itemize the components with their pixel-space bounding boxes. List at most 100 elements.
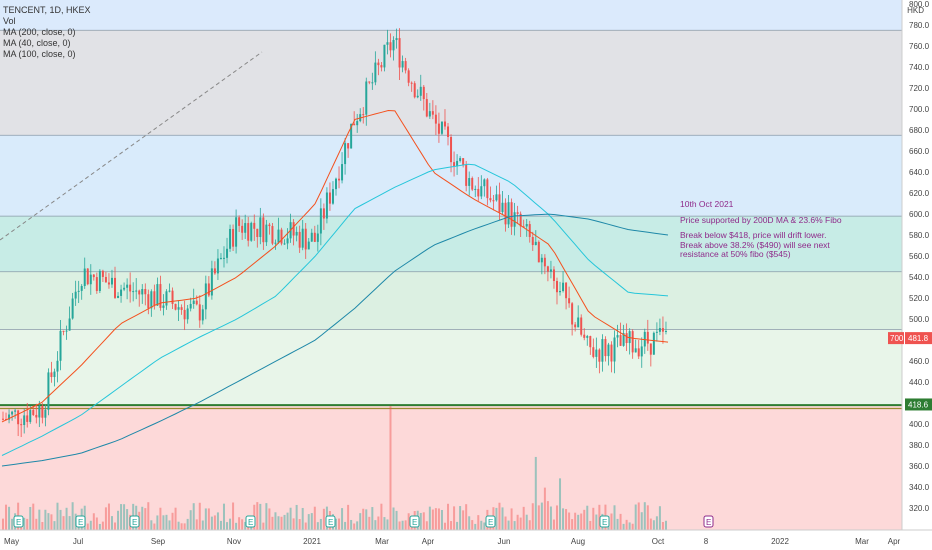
candle-body	[583, 334, 586, 338]
earnings-label: E	[16, 518, 21, 527]
volume-bar	[322, 508, 325, 530]
volume-bar	[471, 520, 474, 530]
price-tick-label: 780.0	[909, 21, 930, 30]
volume-bar	[598, 504, 601, 530]
candle-body	[350, 123, 353, 149]
volume-bar	[646, 505, 649, 530]
volume-bar	[319, 518, 322, 530]
volume-bar	[183, 523, 186, 530]
price-axis: 320.0340.0360.0380.0400.0420.0440.0460.0…	[888, 0, 932, 550]
time-tick-label: Jul	[73, 537, 83, 546]
candle-body	[250, 222, 253, 241]
volume-bar	[383, 517, 386, 530]
candle-body	[374, 62, 377, 83]
volume-bar	[568, 512, 571, 530]
volume-bar	[631, 523, 634, 530]
candle-body	[310, 232, 313, 242]
candle-body	[440, 121, 443, 134]
candle-body	[189, 303, 192, 309]
candle-body	[280, 229, 283, 244]
legend-ma-200[interactable]: MA (200, close, 0)	[3, 27, 76, 37]
legend-ma-100[interactable]: MA (100, close, 0)	[3, 49, 76, 59]
candle-body	[120, 289, 123, 296]
candle-body	[165, 291, 168, 306]
volume-bar	[474, 523, 477, 530]
candle-body	[32, 410, 35, 415]
price-axis-bg	[902, 0, 932, 550]
volume-bar	[422, 512, 425, 530]
volume-bar	[565, 509, 568, 530]
price-tick-label: 640.0	[909, 168, 930, 177]
candle-body	[625, 333, 628, 344]
future-earnings-marker	[703, 515, 714, 528]
price-label-box	[905, 398, 932, 411]
candle-body	[341, 164, 344, 181]
legend-vol[interactable]: Vol	[3, 16, 16, 26]
candle-body	[559, 290, 562, 293]
candle-body	[516, 212, 519, 214]
candle-body	[513, 212, 516, 227]
candle-body	[168, 290, 171, 292]
candle-body	[56, 360, 59, 372]
candle-body	[604, 339, 607, 357]
legend-ma-40[interactable]: MA (40, close, 0)	[3, 38, 71, 48]
candle-body	[474, 188, 477, 190]
candle-body	[268, 224, 271, 227]
candle-body	[580, 317, 583, 335]
volume-bar	[107, 503, 110, 530]
candle-body	[38, 405, 41, 418]
price-tick-label: 400.0	[909, 420, 930, 429]
candle-body	[235, 217, 238, 247]
candle-body	[456, 160, 459, 167]
volume-bar	[628, 522, 631, 530]
volume-bar	[440, 509, 443, 530]
candle-body	[298, 231, 301, 248]
candle-body	[477, 188, 480, 197]
volume-bar	[477, 515, 480, 530]
price-tick-label: 460.0	[909, 357, 930, 366]
candle-body	[192, 300, 195, 304]
symbol-title[interactable]: TENCENT, 1D, HKEX	[3, 5, 91, 15]
volume-bar	[101, 521, 104, 530]
volume-bar	[47, 513, 50, 530]
time-tick-label: 2021	[303, 537, 321, 546]
candle-body	[244, 223, 247, 233]
volume-bar	[552, 519, 555, 530]
candle-body	[422, 86, 425, 100]
candle-body	[177, 307, 180, 310]
price-tick-label: 440.0	[909, 378, 930, 387]
candle-body	[144, 289, 147, 295]
volume-bar	[583, 509, 586, 530]
candle-body	[383, 44, 386, 68]
candle-body	[210, 268, 213, 296]
candle-body	[59, 330, 62, 361]
candle-body	[316, 233, 319, 242]
note-date: 10th Oct 2021	[680, 199, 734, 209]
volume-bar	[68, 516, 71, 530]
candle-body	[419, 86, 422, 96]
candle-body	[552, 269, 555, 282]
candle-body	[365, 81, 368, 115]
price-tick-label: 800.0	[909, 0, 930, 9]
volume-bar	[389, 406, 392, 530]
volume-bar	[392, 507, 395, 530]
volume-bar	[156, 515, 159, 530]
candle-body	[531, 237, 534, 246]
candle-body	[555, 281, 558, 293]
candle-body	[619, 335, 622, 346]
candle-body	[101, 270, 104, 277]
volume-bar	[117, 510, 120, 530]
volume-bar	[462, 510, 465, 530]
volume-bar	[640, 512, 643, 530]
candle-body	[229, 228, 232, 249]
candle-body	[392, 40, 395, 51]
volume-bar	[29, 506, 32, 530]
candle-body	[483, 179, 486, 187]
candle-body	[319, 208, 322, 234]
volume-bar	[559, 478, 562, 530]
volume-bar	[89, 520, 92, 530]
volume-bar	[201, 520, 204, 530]
candle-body	[655, 331, 658, 333]
